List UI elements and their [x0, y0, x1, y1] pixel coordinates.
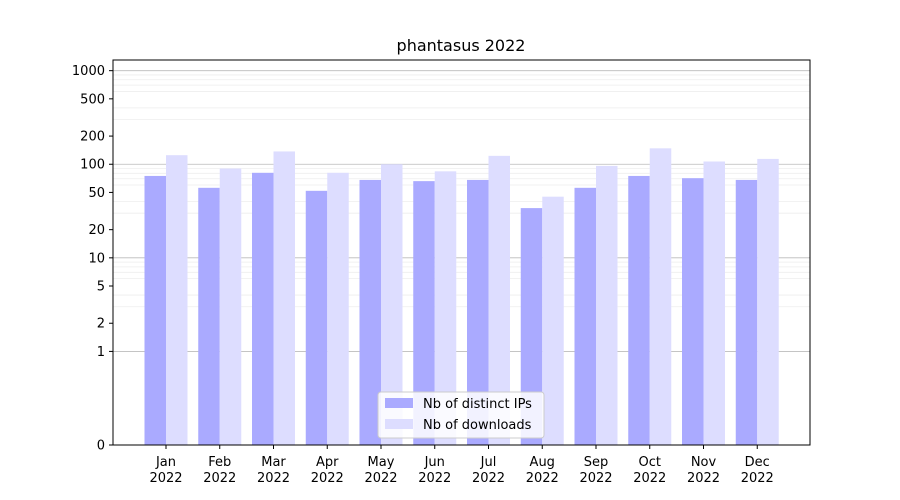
x-tick-label: Apr 2022 — [311, 455, 344, 486]
bar-distinct-ips-9 — [574, 187, 596, 445]
x-tick-label: Jan 2022 — [149, 455, 182, 486]
bar-distinct-ips-2 — [198, 187, 220, 445]
bar-distinct-ips-8 — [520, 208, 543, 445]
y-tick-label: 100 — [80, 158, 105, 173]
legend-label: Nb of downloads — [423, 418, 532, 433]
bars — [144, 148, 779, 446]
x-tick-label: May 2022 — [364, 455, 397, 486]
bar-distinct-ips-5 — [359, 179, 381, 445]
bar-downloads-5 — [381, 164, 403, 445]
bar-distinct-ips-6 — [413, 181, 435, 445]
x-tick-label: Oct 2022 — [633, 455, 666, 486]
bar-distinct-ips-11 — [682, 178, 704, 445]
bar-distinct-ips-4 — [305, 190, 328, 445]
bar-downloads-6 — [434, 171, 457, 445]
legend-swatch — [385, 398, 413, 408]
x-tick-label: Sep 2022 — [579, 455, 612, 486]
chart-title: phantasus 2022 — [397, 36, 526, 55]
x-tick-label: Dec 2022 — [741, 455, 774, 486]
bar-distinct-ips-3 — [252, 172, 274, 445]
y-tick-label: 5 — [97, 280, 105, 295]
bar-downloads-1 — [166, 155, 188, 445]
y-tick-label: 0 — [97, 439, 105, 454]
x-tick-label: Feb 2022 — [203, 455, 236, 486]
y-tick-label: 1 — [97, 345, 105, 360]
y-tick-label: 50 — [88, 186, 105, 201]
y-axis: 0 1 2 5 10 20 50 100 200 500 1000 — [72, 64, 113, 454]
bar-distinct-ips-1 — [144, 175, 166, 445]
bar-distinct-ips-12 — [735, 179, 758, 445]
bar-downloads-8 — [542, 196, 564, 445]
x-tick-label: Jun 2022 — [418, 455, 451, 486]
bar-downloads-10 — [649, 148, 672, 446]
legend-box — [377, 391, 545, 439]
legend-swatch — [385, 419, 413, 429]
x-tick-label: Jul 2022 — [472, 455, 505, 486]
x-tick-label: Aug 2022 — [526, 455, 559, 486]
legend-label: Nb of distinct IPs — [423, 397, 532, 412]
x-tick-label: Mar 2022 — [257, 455, 290, 486]
bar-downloads-2 — [219, 168, 242, 445]
bar-downloads-4 — [327, 172, 349, 445]
y-tick-label: 200 — [80, 130, 105, 145]
legend: Nb of distinct IPs Nb of downloads — [377, 391, 545, 439]
x-tick-label: Nov 2022 — [687, 455, 720, 486]
bar-downloads-3 — [273, 151, 295, 446]
bar-downloads-12 — [757, 158, 779, 446]
y-tick-label: 10 — [88, 251, 105, 266]
bar-distinct-ips-10 — [628, 175, 650, 445]
y-tick-label: 500 — [80, 92, 105, 107]
y-tick-label: 2 — [97, 317, 105, 332]
bar-distinct-ips-7 — [467, 179, 489, 445]
y-tick-label: 1000 — [72, 64, 105, 79]
bar-downloads-9 — [596, 165, 618, 445]
bar-downloads-11 — [703, 161, 725, 445]
plot-frame — [112, 59, 811, 446]
y-tick-label: 20 — [88, 223, 105, 238]
bar-downloads-7 — [488, 155, 510, 445]
x-axis: Jan 2022 Feb 2022 Mar 2022 Apr 2022 May 2022 Jun 20… — [149, 445, 774, 486]
